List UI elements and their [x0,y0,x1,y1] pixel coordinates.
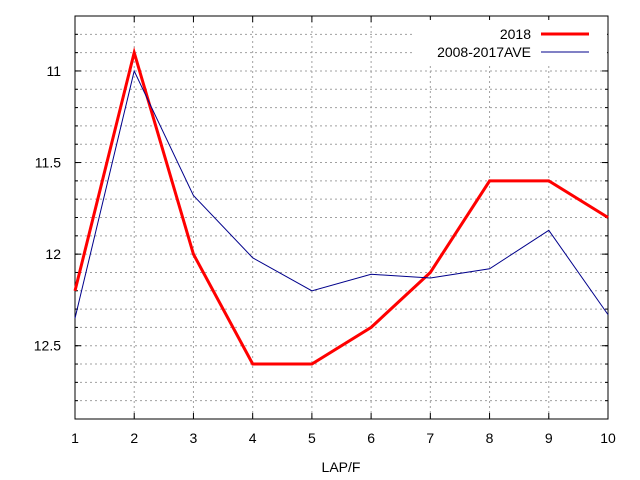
legend-label: 2008-2017AVE [437,44,531,60]
legend-label: 2018 [500,26,531,42]
y-tick-label: 12 [45,246,61,262]
x-tick-label: 3 [190,430,198,446]
x-tick-label: 7 [426,430,434,446]
x-tick-label: 6 [367,430,375,446]
x-tick-label: 1 [71,430,79,446]
series-line-1 [73,46,609,366]
x-tick-label: 5 [308,430,316,446]
legend-background [415,20,607,64]
x-tick-label: 8 [486,430,494,446]
x-axis-label: LAP/F [322,459,361,475]
x-tick-label: 10 [600,430,616,446]
x-tick-label: 2 [130,430,138,446]
grid [74,16,609,419]
legend: 2018 2008-2017AVE [415,20,607,64]
y-tick-label: 12.5 [34,338,61,354]
series-lines [73,46,609,366]
series-line-2 [74,69,609,319]
x-tick-label: 9 [545,430,553,446]
y-tick-label: 11.5 [35,155,61,171]
x-tick-label: 4 [249,430,257,446]
y-tick-label: 11 [46,63,61,79]
